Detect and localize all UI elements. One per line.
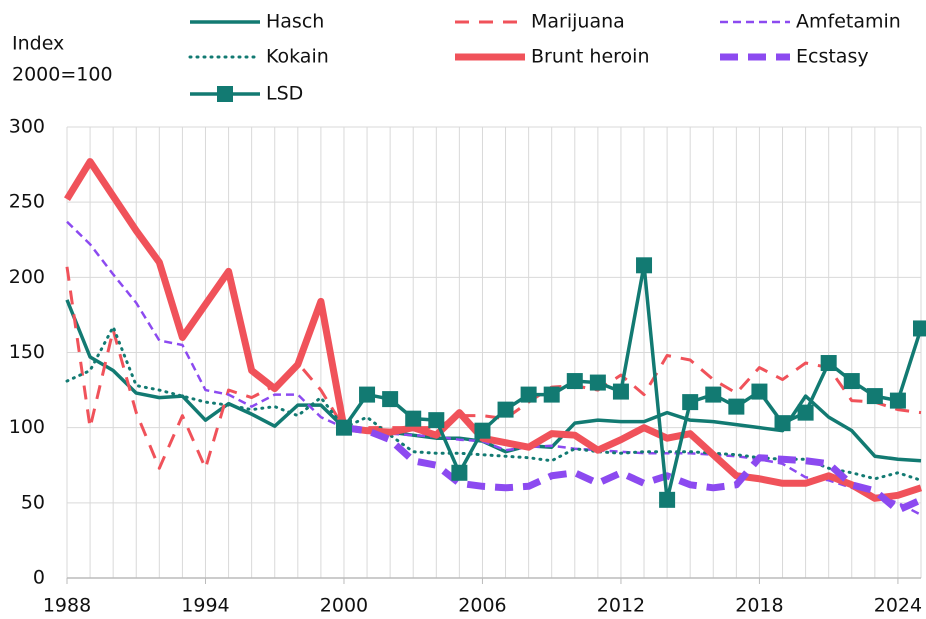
x-tick-label: 2012	[597, 595, 645, 617]
y-tick-label: 250	[9, 191, 45, 213]
y-tick-label: 150	[9, 341, 45, 363]
x-tick-label: 2000	[320, 595, 368, 617]
y-axis-label: 2000=100	[12, 64, 113, 86]
marker	[659, 491, 676, 508]
marker	[682, 394, 699, 411]
marker	[520, 386, 537, 403]
marker	[843, 373, 860, 390]
marker	[705, 386, 722, 403]
marker	[566, 373, 583, 390]
legend-label: Marijuana	[531, 11, 625, 33]
marker	[451, 464, 468, 481]
legend-label: Brunt heroin	[531, 46, 650, 68]
marker	[335, 419, 352, 436]
legend-label: Ecstasy	[796, 46, 869, 68]
legend-marker	[217, 86, 233, 102]
series-line	[342, 263, 923, 502]
y-axis-label: Index	[12, 33, 64, 55]
x-tick-label: 1988	[43, 595, 91, 617]
y-tick-label: 300	[9, 116, 45, 138]
legend-label: Hasch	[266, 11, 324, 33]
marker	[913, 320, 926, 337]
legend-label: Amfetamin	[796, 11, 901, 33]
x-tick-label: 1994	[181, 595, 229, 617]
marker	[359, 386, 376, 403]
marker	[589, 374, 606, 391]
y-tick-label: 0	[33, 567, 45, 589]
legend-item: Marijuana	[455, 11, 625, 33]
marker	[382, 391, 399, 408]
marker	[428, 412, 445, 429]
legend-item: Kokain	[188, 46, 329, 68]
legend-label: LSD	[266, 83, 303, 105]
marker	[474, 422, 491, 439]
marker	[543, 386, 560, 403]
x-tick-label: 2018	[735, 595, 783, 617]
marker	[612, 383, 629, 400]
marker	[497, 401, 514, 418]
y-tick-label: 50	[21, 491, 45, 513]
marker	[820, 355, 837, 372]
marker	[866, 388, 883, 405]
y-tick-label: 200	[9, 266, 45, 288]
x-tick-label: 2006	[458, 595, 506, 617]
series-line	[66, 220, 922, 516]
series-line	[343, 424, 923, 514]
marker	[889, 392, 906, 409]
marker	[774, 415, 791, 432]
series-line	[64, 158, 923, 502]
marker	[728, 398, 745, 415]
marker	[405, 410, 422, 427]
legend-item: Ecstasy	[720, 46, 869, 68]
marker	[636, 257, 653, 274]
legend-item: LSD	[190, 83, 303, 105]
series-line	[65, 266, 922, 470]
legend-item: Brunt heroin	[455, 46, 650, 68]
legend-item: Hasch	[190, 11, 324, 33]
marker	[797, 404, 814, 421]
y-tick-label: 100	[9, 416, 45, 438]
legend-label: Kokain	[266, 46, 329, 68]
marker	[751, 383, 768, 400]
x-tick-label: 2024	[874, 595, 922, 617]
legend-item: Amfetamin	[720, 11, 901, 33]
